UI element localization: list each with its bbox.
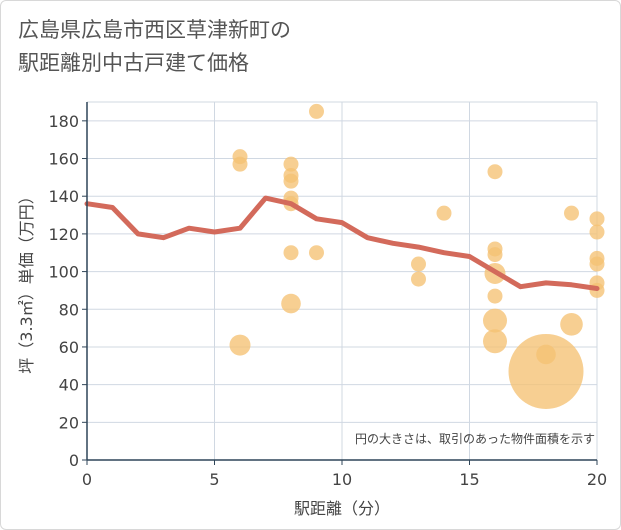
x-tick-label: 0 [82,470,92,489]
scatter-point [483,308,507,333]
size-legend-note: 円の大きさは、取引のあった物件面積を示す [355,431,595,446]
axes [82,102,598,465]
x-tick-label: 10 [332,470,352,489]
tick-labels: 0 20 40 60 80 100 120 140 160 180 0 5 10 15 20 [48,112,607,489]
x-tick-label: 20 [587,470,607,489]
scatter-point [411,271,426,287]
y-tick-label: 20 [59,413,79,432]
x-tick-label: 5 [209,470,219,489]
scatter-point [589,256,605,272]
scatter-point [589,224,605,240]
scatter-point [487,164,503,180]
x-tick-label: 15 [459,470,479,489]
grid-lines [87,101,598,460]
y-tick-label: 80 [59,300,79,319]
scatter-point [283,156,299,172]
y-tick-label: 100 [48,263,79,282]
scatter-point [589,211,605,227]
scatter-series [229,103,605,409]
y-tick-label: 60 [59,338,79,357]
y-tick-label: 160 [48,150,79,169]
scatter-point [411,256,426,272]
scatter-point [487,288,503,304]
scatter-point [283,245,299,261]
scatter-point [560,313,583,336]
scatter-point [229,334,251,356]
y-tick-label: 0 [69,451,79,470]
x-axis-label: 駅距離（分） [294,499,390,518]
scatter-point [283,173,299,189]
chart-title: 広島県広島市西区草津新町の 駅距離別中古戸建て価格 [18,14,291,80]
y-tick-label: 120 [48,225,79,244]
scatter-point [487,247,503,263]
title-line-2: 駅距離別中古戸建て価格 [18,51,249,75]
scatter-point [564,205,579,221]
y-tick-label: 40 [59,376,79,395]
trend-line-series [84,195,600,291]
average-price-line [84,195,600,291]
scatter-point [536,344,556,365]
scatter-point [436,205,452,221]
scatter-point [309,103,324,119]
scatter-point [309,245,324,261]
y-tick-label: 180 [48,112,79,131]
scatter-point [281,293,301,314]
title-line-1: 広島県広島市西区草津新町の [18,18,291,42]
y-tick-label: 140 [48,187,79,206]
y-axis-label: 坪（3.3㎡）単価（万円） [17,188,36,373]
scatter-point [232,156,248,172]
scatter-point [483,329,507,354]
scatter-point [508,333,584,409]
